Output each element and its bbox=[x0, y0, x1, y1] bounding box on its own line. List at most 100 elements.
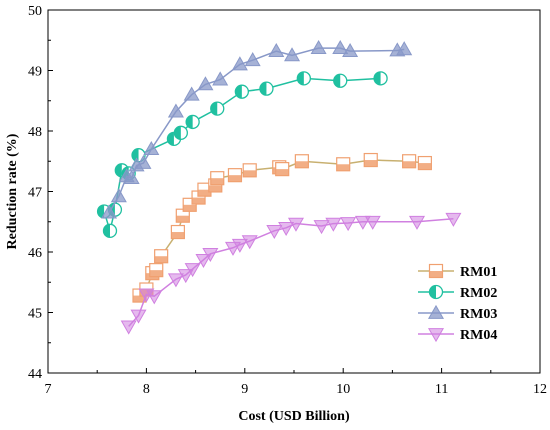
data-point-rm04 bbox=[266, 224, 283, 239]
data-point-rm01-fill bbox=[336, 164, 350, 171]
data-point-rm02-fill bbox=[235, 85, 242, 99]
x-axis-title: Cost (USD Billion) bbox=[238, 409, 350, 424]
data-point-rm03 bbox=[244, 52, 261, 67]
x-tick-label: 10 bbox=[336, 382, 350, 397]
y-axis-title: Reduction rate (%) bbox=[5, 133, 20, 249]
data-point-rm03 bbox=[143, 140, 160, 156]
data-point-rm02-fill bbox=[210, 102, 218, 116]
data-point-rm02-fill bbox=[333, 74, 341, 88]
series-rm04 bbox=[120, 212, 462, 335]
legend-item-rm01: RM01 bbox=[418, 263, 497, 280]
data-point-rm01-fill bbox=[402, 161, 416, 168]
data-point-rm02-fill bbox=[167, 132, 174, 146]
data-point-rm01-fill bbox=[133, 295, 147, 303]
data-point-rm01-fill bbox=[197, 189, 211, 197]
y-tick-label: 50 bbox=[28, 4, 42, 19]
data-point-rm04 bbox=[278, 221, 295, 236]
y-tick-label: 49 bbox=[28, 65, 42, 80]
data-point-rm04 bbox=[354, 215, 371, 230]
legend-item-rm02: RM02 bbox=[418, 284, 497, 301]
y-axis: 44 45 46 47 48 49 50 bbox=[28, 4, 53, 382]
data-point-rm04 bbox=[202, 247, 219, 262]
data-point-rm01-fill bbox=[192, 197, 206, 205]
data-point-rm02-fill bbox=[259, 82, 267, 96]
data-point-rm03 bbox=[268, 42, 285, 58]
data-point-rm01-fill bbox=[183, 204, 197, 212]
data-point-rm04 bbox=[287, 217, 304, 232]
legend-label: RM04 bbox=[460, 328, 497, 343]
series-line-rm03 bbox=[108, 47, 405, 214]
series-rm03 bbox=[100, 39, 413, 219]
data-point-rm01-fill bbox=[171, 232, 185, 239]
data-point-rm01-fill bbox=[210, 178, 224, 185]
legend-label: RM02 bbox=[460, 286, 497, 301]
y-tick-label: 48 bbox=[28, 125, 42, 140]
data-point-rm02-fill bbox=[103, 224, 110, 238]
data-point-rm04 bbox=[120, 320, 137, 335]
plot-marks bbox=[96, 39, 462, 335]
y-tick-label: 47 bbox=[28, 186, 42, 201]
x-tick-label: 12 bbox=[533, 382, 547, 397]
data-point-rm01-fill bbox=[243, 170, 257, 177]
data-point-rm01-fill bbox=[275, 169, 289, 176]
data-point-rm04 bbox=[184, 263, 201, 278]
x-axis: 7 8 9 10 11 12 bbox=[45, 368, 547, 397]
series-rm01 bbox=[132, 152, 432, 303]
x-tick-label: 7 bbox=[45, 382, 52, 397]
data-point-rm03 bbox=[284, 47, 301, 62]
data-point-rm02-fill bbox=[297, 71, 304, 85]
data-point-rm04 bbox=[130, 309, 147, 324]
data-point-rm02-fill bbox=[97, 204, 105, 218]
legend-label: RM01 bbox=[460, 265, 497, 280]
data-point-rm03 bbox=[231, 56, 248, 71]
data-point-rm02-fill bbox=[174, 126, 181, 140]
data-point-rm01-fill bbox=[295, 161, 309, 168]
legend-marker bbox=[427, 328, 445, 343]
data-point-rm03 bbox=[310, 39, 327, 54]
data-point-rm02-fill bbox=[115, 163, 122, 177]
data-point-rm01-fill bbox=[149, 270, 163, 277]
data-point-rm04 bbox=[177, 269, 194, 284]
data-point-rm03 bbox=[100, 204, 118, 219]
data-point-rm03 bbox=[167, 103, 184, 118]
data-point-rm03 bbox=[332, 39, 349, 54]
y-tick-label: 44 bbox=[28, 367, 42, 382]
data-point-rm04 bbox=[313, 220, 330, 235]
data-point-rm04 bbox=[408, 215, 426, 230]
legend-label: RM03 bbox=[460, 307, 497, 322]
data-point-rm01-fill bbox=[364, 160, 378, 167]
x-tick-label: 11 bbox=[435, 382, 448, 397]
data-point-rm03 bbox=[342, 42, 359, 58]
data-point-rm01-fill bbox=[418, 163, 432, 170]
y-tick-label: 46 bbox=[28, 246, 42, 261]
data-point-rm03 bbox=[197, 76, 214, 91]
data-point-rm03 bbox=[110, 188, 127, 203]
data-point-rm04 bbox=[167, 273, 184, 288]
data-point-rm04 bbox=[364, 215, 381, 230]
data-point-rm03 bbox=[183, 86, 200, 101]
data-point-rm01-fill bbox=[176, 215, 190, 223]
data-point-rm02-fill bbox=[186, 115, 193, 129]
data-point-rm04 bbox=[146, 290, 163, 305]
legend-marker-fill bbox=[429, 285, 436, 299]
legend-marker bbox=[427, 304, 445, 319]
x-tick-label: 8 bbox=[143, 382, 150, 397]
legend: RM01 RM02 RM03 RM04 bbox=[418, 263, 497, 343]
y-tick-label: 45 bbox=[28, 307, 42, 322]
series-rm02 bbox=[96, 71, 388, 238]
data-point-rm04 bbox=[195, 254, 212, 269]
data-point-rm04 bbox=[340, 217, 357, 232]
legend-item-rm03: RM03 bbox=[418, 304, 497, 322]
data-point-rm03 bbox=[135, 154, 152, 169]
data-point-rm01-fill bbox=[208, 185, 222, 192]
data-point-rm02-fill bbox=[374, 71, 381, 85]
legend-marker-fill bbox=[429, 271, 443, 278]
data-point-rm01-fill bbox=[228, 175, 242, 182]
legend-item-rm04: RM04 bbox=[418, 328, 497, 343]
x-tick-label: 9 bbox=[241, 382, 248, 397]
data-point-rm03 bbox=[123, 170, 140, 185]
data-point-rm04 bbox=[241, 235, 258, 250]
data-point-rm03 bbox=[396, 41, 413, 56]
data-point-rm03 bbox=[212, 71, 229, 86]
